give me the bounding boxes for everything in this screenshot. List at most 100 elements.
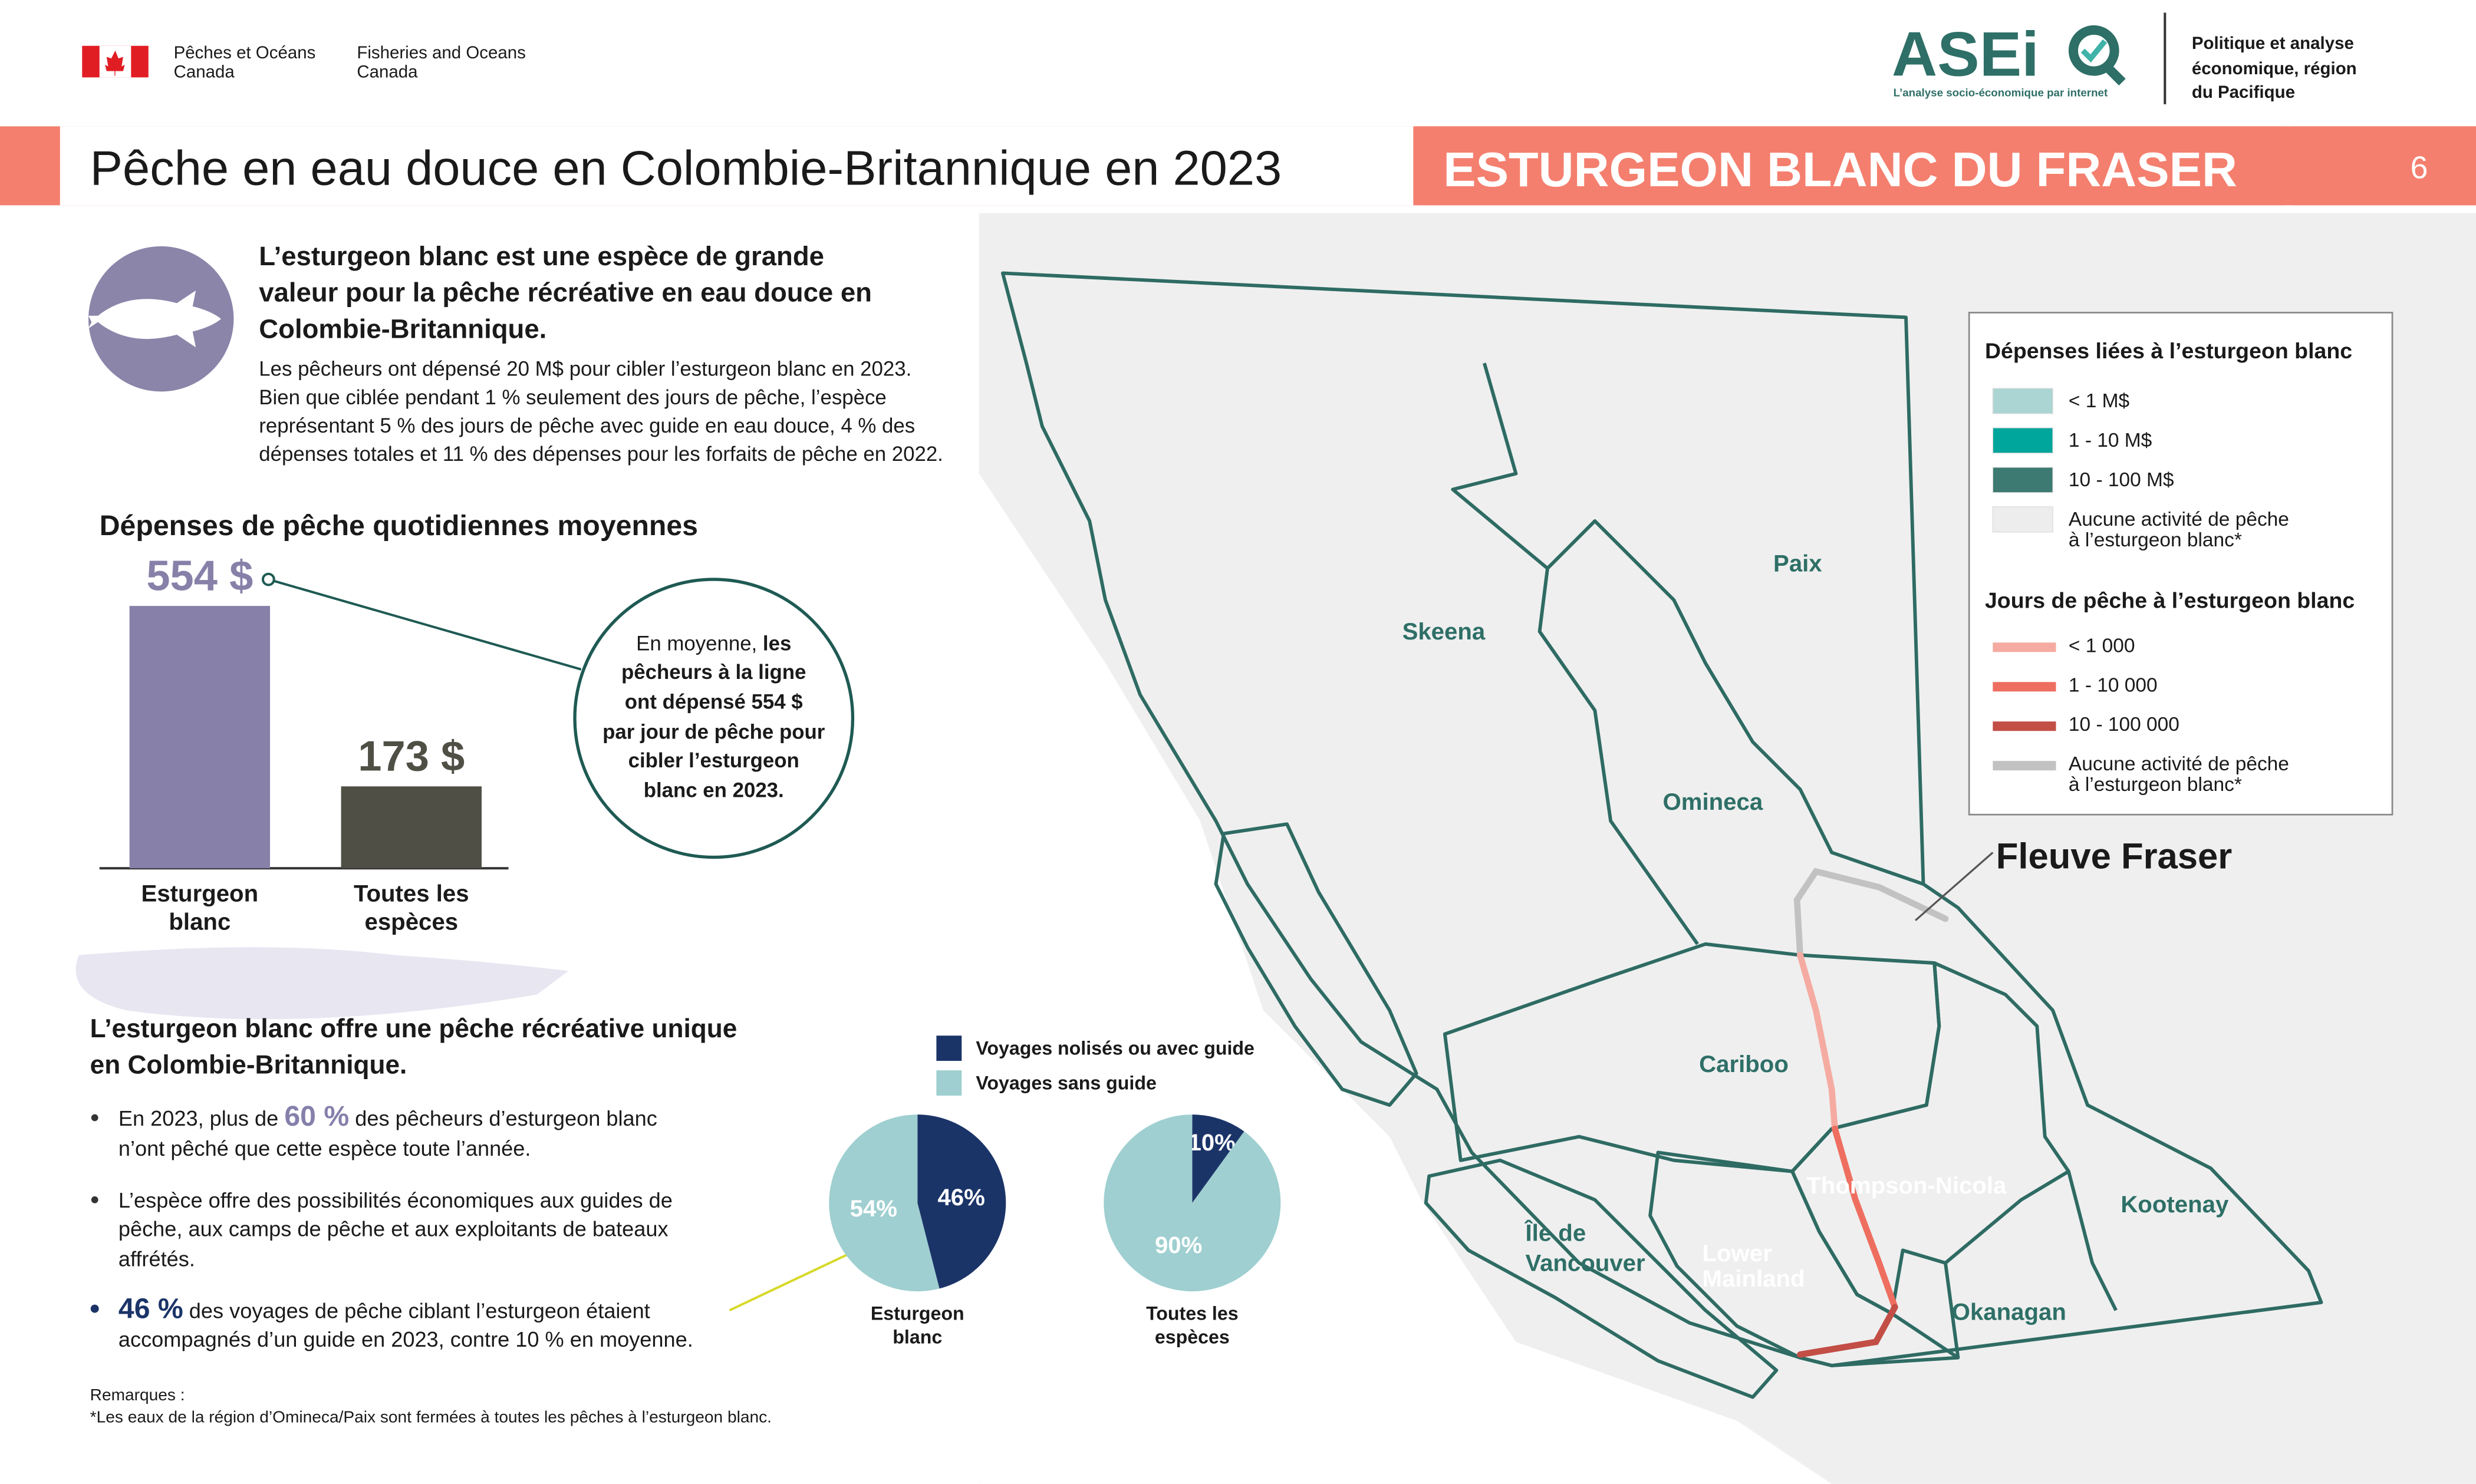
org-en: Canada [357, 62, 418, 81]
intro-body: Les pêcheurs ont dépensé 20 M$ pour cibl… [259, 358, 911, 381]
legend-label: Aucune activité de pêche [2069, 753, 2289, 775]
pie-charts: Voyages nolisés ou avec guide Voyages san… [829, 1035, 1281, 1348]
bullet-highlight: 46 % [118, 1293, 183, 1325]
region-thompson-nicola [1790, 961, 2070, 1315]
callout-text: En moyenne, [636, 632, 757, 655]
bullet [90, 1304, 99, 1313]
bar-category-label: Toutes les [354, 880, 469, 907]
intro-heading: Colombie-Britannique. [259, 314, 546, 344]
legend-swatch [936, 1035, 962, 1061]
pie-value-label: 90% [1155, 1232, 1202, 1258]
title-box [60, 126, 1414, 206]
region-label: Mainland [1703, 1265, 1805, 1292]
bar [341, 786, 482, 869]
intro-heading: valeur pour la pêche récréative en eau d… [259, 278, 872, 308]
legend-label: Voyages sans guide [976, 1072, 1156, 1093]
bar-category-label: espèces [365, 909, 459, 935]
legend-swatch [1992, 467, 2053, 493]
legend-label: Voyages nolisés ou avec guide [976, 1037, 1255, 1058]
legend-swatch [1993, 761, 2056, 771]
bullet-text: L’espèce offre des possibilités économiq… [118, 1188, 673, 1212]
bar-value-label: 554 $ [146, 552, 253, 599]
bar-chart: Dépenses de pêche quotidiennes moyennes … [75, 510, 855, 1020]
pie-label: blanc [893, 1327, 942, 1348]
legend-swatch [1993, 682, 2056, 692]
legend-label: Aucune activité de pêche [2069, 509, 2289, 530]
map: Fleuve Fraser Skeena Paix Omineca Caribo… [979, 213, 2476, 1484]
bullet-lead: En 2023, plus de [118, 1106, 284, 1130]
river-mid [1832, 1125, 1898, 1311]
notes: Remarques : [90, 1386, 185, 1404]
legend-title: Jours de pêche à l’esturgeon blanc [1985, 588, 2355, 612]
bullet-text: accompagnés d’un guide en 2023, contre 1… [118, 1327, 693, 1351]
title: Pêche en eau douce en Colombie-Britanniq… [90, 140, 1282, 195]
pie-value-label: 10% [1188, 1129, 1236, 1156]
unit: du Pacifique [2192, 83, 2295, 102]
pie-slice [829, 1114, 940, 1292]
callout-text: les [763, 632, 791, 655]
fish-icon [88, 290, 221, 348]
legend-swatch [1992, 388, 2053, 414]
bullet-text: n’ont pêché que cette espèce toute l’ann… [118, 1136, 531, 1160]
region-label: Île de [1525, 1219, 1586, 1246]
river-no-activity [1793, 868, 1949, 958]
maple-leaf [105, 50, 125, 76]
bullet-text: pêche, aux camps de pêche et aux exploit… [118, 1216, 669, 1241]
intro-body: Bien que ciblée pendant 1 % seulement de… [259, 386, 886, 409]
intro-body: représentant 5 % des jours de pêche avec… [259, 414, 915, 437]
unit: économique, région [2192, 59, 2357, 78]
unit: Politique et analyse [2192, 34, 2354, 53]
region-label: Thompson-Nicola [1806, 1172, 2007, 1199]
region-lower-mainland [1648, 1150, 1960, 1367]
logo-lens [2068, 25, 2119, 76]
legend-swatch [1992, 427, 2053, 454]
legend-label: à l’esturgeon blanc* [2069, 774, 2242, 796]
map-legend [1968, 312, 2393, 816]
callout-line: cibler l’esturgeon [628, 749, 799, 772]
river-high [1797, 1304, 1898, 1358]
pie-slice [1192, 1114, 1244, 1203]
river-label: Fleuve Fraser [1996, 836, 2233, 876]
region-label: Lower [1703, 1240, 1773, 1267]
bullet-line: des pêcheurs d’esturgeon blanc [349, 1106, 657, 1130]
region-mainland [1000, 271, 2323, 1367]
river-low [1797, 952, 1838, 1132]
org-fr: Canada [174, 62, 235, 81]
callout-line: par jour de pêche pour [602, 721, 825, 744]
bullet-text: En 2023, plus de 60 % des pêcheurs d’est… [118, 1100, 657, 1132]
region-label: Cariboo [1699, 1051, 1789, 1077]
intro-heading: L’esturgeon blanc est une espèce de gran… [259, 241, 824, 271]
region-label: Paix [1773, 550, 1822, 577]
legend-swatch [936, 1070, 962, 1096]
legend-swatch [1993, 721, 2056, 731]
logo-tagline: L’analyse socio-économique par internet [1894, 86, 2108, 98]
bullet [91, 1196, 98, 1203]
river-leader [1915, 852, 1994, 921]
legend-label: 10 - 100 M$ [2069, 469, 2174, 491]
fish-watermark [75, 947, 569, 1020]
region-label: Vancouver [1526, 1249, 1645, 1276]
legend-swatch [1993, 642, 2056, 652]
bullet-text: affrétés. [118, 1246, 195, 1271]
subtitle: ESTURGEON BLANC DU FRASER [1443, 142, 2237, 197]
intro: L’esturgeon blanc est une espèce de gran… [88, 241, 943, 466]
logo: ASEi [1892, 19, 2039, 90]
bar-category-label: blanc [169, 909, 231, 935]
logo-check [2080, 39, 2108, 63]
page-box [2293, 126, 2476, 206]
org-en: Fisheries and Oceans [357, 43, 526, 62]
pie-value-label: 54% [850, 1195, 897, 1222]
callout-line: blanc en 2023. [644, 779, 784, 802]
bar-value-label: 173 $ [358, 733, 465, 780]
callout-dot [261, 572, 275, 586]
pie-label: espèces [1155, 1327, 1230, 1348]
header: Pêches et Océans Canada Fisheries and Oc… [0, 12, 2476, 206]
legend-swatch [1992, 506, 2053, 533]
bar-chart-title: Dépenses de pêche quotidiennes moyennes [100, 510, 698, 542]
region-label: Omineca [1663, 789, 1763, 815]
bar [129, 606, 271, 869]
subtitle-box [1418, 126, 2285, 206]
unique-section: L’esturgeon blanc offre une pêche récréa… [90, 1014, 884, 1426]
